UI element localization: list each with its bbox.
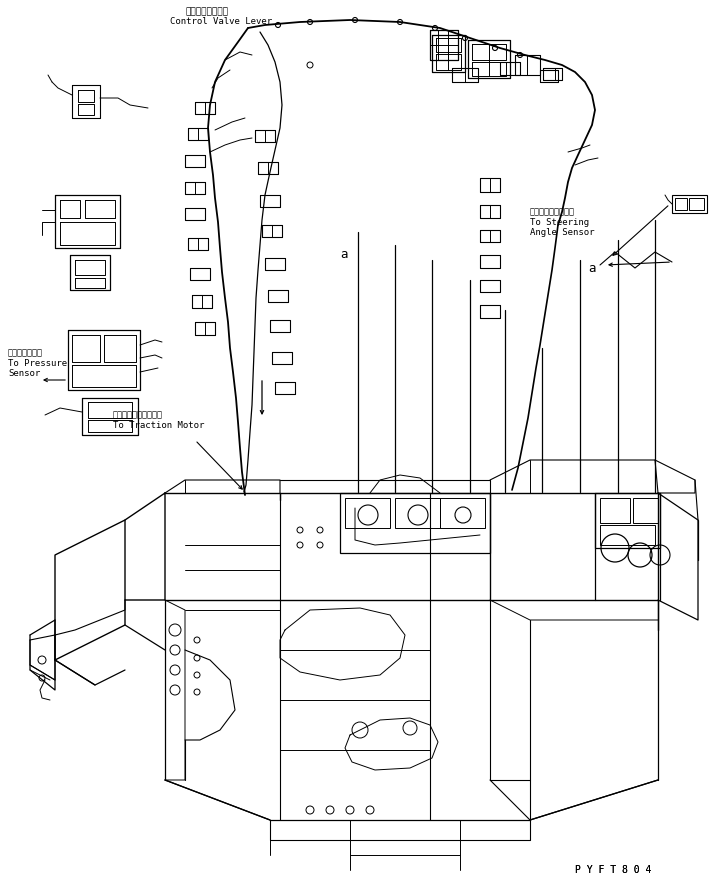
Text: a: a	[340, 248, 347, 261]
Text: 圧力センサーヘ: 圧力センサーヘ	[8, 348, 43, 357]
Bar	[600, 498, 630, 523]
Text: a: a	[588, 262, 596, 275]
Text: P Y F T 8 0 4: P Y F T 8 0 4	[575, 865, 652, 875]
Text: To Pressure: To Pressure	[8, 359, 67, 368]
Bar	[440, 498, 485, 528]
Text: 制御バルブレバー: 制御バルブレバー	[185, 7, 228, 16]
Text: タイヤ角センサーヘ: タイヤ角センサーヘ	[530, 207, 575, 216]
Text: Control Valve Lever: Control Valve Lever	[170, 17, 272, 26]
Bar	[340, 493, 490, 553]
Text: Angle Sensor: Angle Sensor	[530, 228, 594, 237]
Text: To Steering: To Steering	[530, 218, 589, 227]
Text: P Y F T 8 0 4: P Y F T 8 0 4	[575, 865, 652, 875]
Text: トラクションモータヘ: トラクションモータヘ	[113, 410, 163, 419]
Text: To Traction Motor: To Traction Motor	[113, 421, 204, 430]
Bar	[672, 195, 707, 213]
Bar	[675, 198, 687, 210]
Bar	[600, 525, 655, 545]
Bar	[345, 498, 390, 528]
Bar	[395, 498, 440, 528]
Bar	[689, 198, 704, 210]
Text: Sensor: Sensor	[8, 369, 40, 378]
Bar	[595, 493, 660, 548]
Bar	[633, 498, 658, 523]
